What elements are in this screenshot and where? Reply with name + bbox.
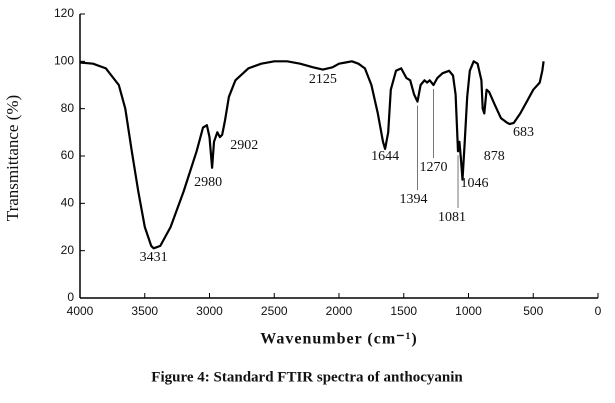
y-tick-label: 80 xyxy=(61,101,75,115)
x-tick-label: 3000 xyxy=(196,304,223,318)
x-tick-label: 4000 xyxy=(67,304,94,318)
peak-label: 2980 xyxy=(194,175,222,190)
peak-label: 3431 xyxy=(140,250,168,265)
peak-label: 1081 xyxy=(438,210,466,225)
x-axis-label: Wavenumber (cm⁻¹) xyxy=(260,331,417,348)
y-tick-label: 40 xyxy=(61,196,75,210)
y-tick-label: 0 xyxy=(67,290,74,304)
peak-label: 1270 xyxy=(420,160,448,175)
peak-label: 2125 xyxy=(309,72,337,87)
peak-label: 2902 xyxy=(230,138,258,153)
peak-label: 1046 xyxy=(461,176,489,191)
x-tick-label: 0 xyxy=(595,304,602,318)
spectrum-line xyxy=(79,60,545,250)
peak-label: 878 xyxy=(484,149,505,164)
x-tick-label: 2000 xyxy=(326,304,353,318)
y-tick-label: 100 xyxy=(54,54,74,68)
y-tick-label: 60 xyxy=(61,148,75,162)
x-tick-label: 500 xyxy=(523,304,543,318)
x-tick-label: 2500 xyxy=(261,304,288,318)
peak-label: 1394 xyxy=(399,192,427,207)
caption: Figure 4: Standard FTIR spectra of antho… xyxy=(151,369,463,385)
y-tick-label: 20 xyxy=(61,243,75,257)
y-axis-label: Transmittance (%) xyxy=(3,95,22,221)
peak-label: 683 xyxy=(513,125,534,140)
x-tick-label: 1500 xyxy=(390,304,417,318)
peak-label: 1644 xyxy=(371,149,399,164)
x-tick-label: 3500 xyxy=(131,304,158,318)
y-tick-label: 120 xyxy=(54,6,74,20)
x-tick-label: 1000 xyxy=(455,304,482,318)
